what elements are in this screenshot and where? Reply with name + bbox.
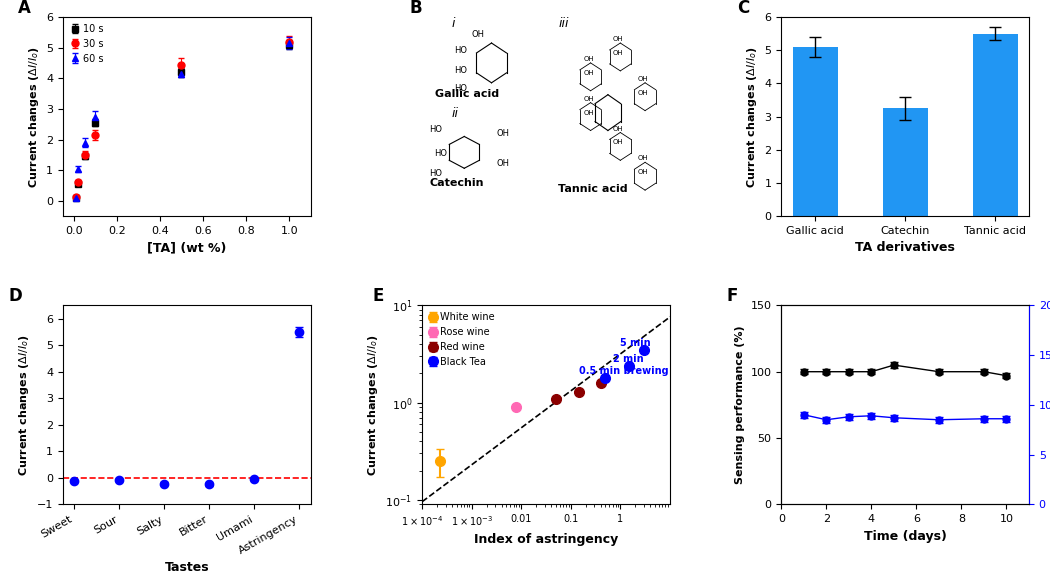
Text: 2 min: 2 min — [612, 354, 644, 364]
Text: iii: iii — [559, 17, 569, 30]
Text: OH: OH — [497, 129, 509, 139]
Text: OH: OH — [613, 125, 624, 132]
Text: OH: OH — [637, 155, 648, 162]
Y-axis label: Current changes ($\Delta I/I_o$): Current changes ($\Delta I/I_o$) — [26, 46, 41, 187]
Text: OH: OH — [583, 56, 594, 62]
Text: D: D — [8, 288, 22, 305]
Text: HO: HO — [434, 150, 447, 158]
Text: Catechin: Catechin — [429, 178, 484, 188]
Text: C: C — [737, 0, 749, 17]
X-axis label: Tastes: Tastes — [165, 562, 209, 573]
X-axis label: TA derivatives: TA derivatives — [855, 241, 956, 254]
Bar — [972, 34, 1017, 216]
Text: ii: ii — [452, 107, 459, 120]
Text: Gallic acid: Gallic acid — [435, 89, 499, 99]
Text: OH: OH — [613, 50, 624, 56]
Text: HO: HO — [429, 169, 443, 178]
Text: HO: HO — [454, 84, 467, 93]
Text: i: i — [452, 17, 456, 30]
Text: HO: HO — [454, 66, 467, 75]
Bar — [793, 47, 838, 216]
Text: 5 min: 5 min — [621, 338, 651, 348]
Text: OH: OH — [637, 90, 648, 96]
Y-axis label: Current changes ($\Delta I/I_o$): Current changes ($\Delta I/I_o$) — [744, 46, 759, 187]
Text: 0.5 min brewing: 0.5 min brewing — [580, 367, 669, 376]
X-axis label: Index of astringency: Index of astringency — [474, 533, 618, 546]
Text: A: A — [19, 0, 32, 17]
Text: OH: OH — [497, 159, 509, 168]
Legend: 10 s, 30 s, 60 s: 10 s, 30 s, 60 s — [68, 22, 106, 66]
X-axis label: [TA] (wt %): [TA] (wt %) — [147, 241, 227, 254]
Text: OH: OH — [613, 36, 624, 42]
Bar — [883, 108, 927, 216]
Y-axis label: Sensing performance (%): Sensing performance (%) — [735, 325, 746, 484]
Text: OH: OH — [471, 30, 485, 39]
Text: Tannic acid: Tannic acid — [559, 184, 628, 194]
Text: OH: OH — [613, 139, 624, 146]
Text: HO: HO — [454, 46, 467, 55]
Y-axis label: Current changes ($\Delta I/I_o$): Current changes ($\Delta I/I_o$) — [365, 334, 380, 476]
Text: B: B — [410, 0, 422, 17]
Y-axis label: Current changes ($\Delta I/I_o$): Current changes ($\Delta I/I_o$) — [18, 334, 32, 476]
Text: OH: OH — [583, 70, 594, 76]
Text: HO: HO — [429, 125, 443, 135]
Legend: White wine, Rose wine, Red wine, Black Tea: White wine, Rose wine, Red wine, Black T… — [427, 311, 497, 369]
Text: OH: OH — [583, 96, 594, 101]
Text: F: F — [727, 288, 738, 305]
X-axis label: Time (days): Time (days) — [864, 529, 947, 543]
Text: E: E — [373, 288, 384, 305]
Text: OH: OH — [637, 169, 648, 175]
Text: OH: OH — [637, 76, 648, 82]
Text: OH: OH — [583, 109, 594, 116]
